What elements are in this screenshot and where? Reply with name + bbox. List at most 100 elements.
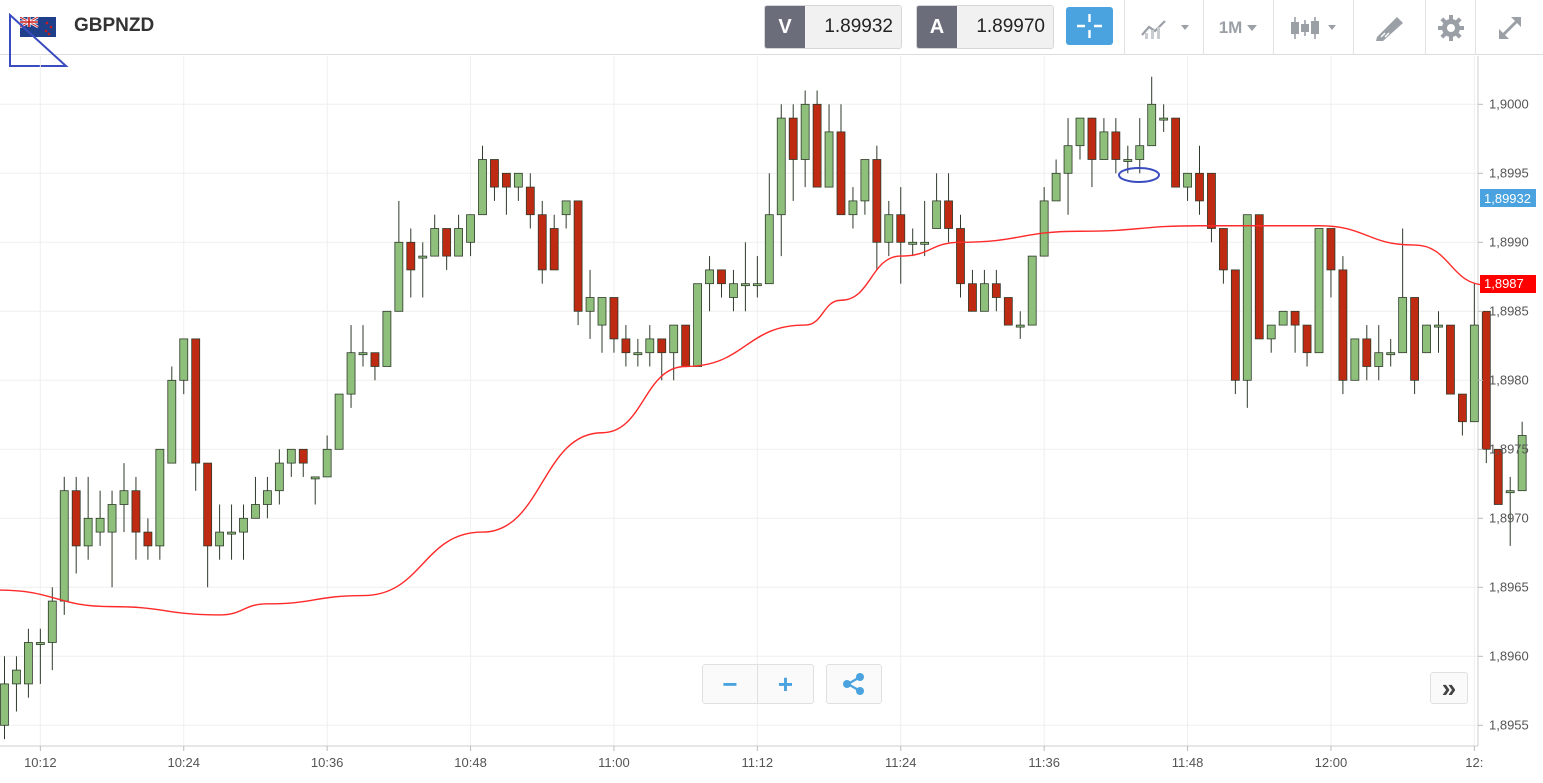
settings-button[interactable] — [1425, 0, 1476, 55]
candle — [1147, 76, 1157, 147]
candle-body — [561, 200, 571, 216]
candle — [382, 310, 392, 367]
sell-price-button[interactable]: V 1.89932 — [764, 5, 902, 49]
candle — [191, 338, 201, 491]
candle — [1278, 310, 1288, 326]
share-button[interactable] — [826, 664, 882, 704]
candle — [1302, 324, 1312, 367]
price-tick-label: 1,8995 — [1489, 165, 1529, 180]
candle — [968, 269, 977, 312]
candle-body — [741, 283, 750, 287]
candle-body — [597, 297, 607, 326]
candle-body — [956, 228, 965, 285]
candle-body — [1290, 310, 1300, 326]
candle-body — [884, 214, 894, 243]
candle — [1171, 117, 1180, 188]
candle-body — [1003, 297, 1013, 326]
candle-body — [131, 490, 141, 533]
fullscreen-button[interactable] — [1475, 0, 1543, 55]
symbol-title: GBPNZD — [74, 15, 155, 36]
candle — [1099, 118, 1109, 160]
candle-body — [513, 172, 523, 188]
scroll-to-end-button[interactable]: » — [1430, 672, 1468, 704]
candle — [1195, 145, 1204, 215]
candle-body — [274, 462, 284, 492]
candle-body — [35, 642, 45, 645]
candle — [274, 449, 284, 505]
candle-body — [358, 352, 368, 356]
candle-body — [454, 228, 464, 257]
candle-body — [143, 531, 153, 547]
candle — [633, 338, 643, 367]
candle — [1314, 228, 1324, 354]
candle-body — [71, 490, 81, 547]
candle — [286, 448, 296, 477]
candle-body — [466, 214, 475, 243]
time-tick-label: 11:24 — [885, 755, 917, 770]
candle-body — [298, 448, 308, 464]
zoom-controls: − + — [702, 664, 814, 704]
zoom-out-button[interactable]: − — [703, 665, 758, 703]
candle — [322, 435, 332, 478]
candle — [1183, 172, 1192, 201]
buy-price: 1.89970 — [957, 6, 1053, 48]
indicators-button[interactable] — [1124, 0, 1204, 55]
candle-body — [1123, 159, 1133, 162]
timeframe-select[interactable]: 1M — [1203, 0, 1274, 55]
candle — [334, 393, 344, 450]
candle-body — [621, 338, 631, 354]
candle — [71, 476, 81, 574]
candle — [501, 172, 511, 215]
candle-body — [251, 504, 260, 519]
candle — [262, 476, 272, 519]
candle — [1015, 311, 1025, 339]
candle-body — [1195, 172, 1204, 202]
time-tick-label: 10:24 — [167, 755, 200, 770]
candle-body — [1410, 297, 1419, 381]
candle — [681, 324, 691, 367]
chart-type-button[interactable] — [1273, 0, 1354, 55]
candle-body — [705, 269, 714, 285]
zoom-in-button[interactable]: + — [777, 668, 794, 699]
crosshair-button[interactable] — [1066, 7, 1113, 45]
price-tick-label: 1,8960 — [1489, 648, 1529, 663]
candle-body — [1493, 448, 1503, 505]
candle — [585, 269, 595, 339]
candlesticks — [0, 76, 1527, 740]
time-tick-label: 11:48 — [1172, 755, 1204, 770]
candle — [203, 462, 213, 588]
candle — [944, 173, 953, 243]
candle-body — [430, 228, 440, 257]
candle — [490, 159, 499, 201]
candle — [167, 366, 177, 464]
candle-body — [501, 172, 511, 188]
candle-body — [824, 131, 834, 188]
candle — [1051, 159, 1061, 202]
price-tick-label: 1,8980 — [1489, 372, 1529, 387]
candle-body — [322, 448, 332, 478]
candle — [442, 228, 452, 270]
candle — [908, 228, 918, 257]
candle — [346, 325, 356, 408]
price-tick-label: 1,8965 — [1489, 579, 1529, 594]
candle-body — [908, 241, 918, 245]
candle-body — [0, 683, 9, 726]
candle — [394, 200, 404, 312]
candle-body — [1087, 117, 1097, 160]
candle — [1410, 297, 1419, 395]
candle — [1517, 421, 1527, 492]
buy-price-button[interactable]: A 1.89970 — [916, 5, 1054, 49]
candle — [1469, 283, 1479, 423]
candle-body — [203, 462, 213, 547]
candle-body — [1075, 117, 1085, 147]
candle-body — [1015, 324, 1025, 328]
candle-body — [1171, 117, 1180, 188]
drawing-tools-button[interactable] — [1353, 0, 1426, 55]
candle — [239, 504, 248, 560]
candle — [645, 325, 655, 367]
price-tick-label: 1,8990 — [1489, 234, 1529, 249]
candle — [705, 256, 714, 312]
moving-average-line — [0, 225, 1498, 616]
candle — [1242, 214, 1252, 408]
candle-body — [1362, 338, 1372, 367]
